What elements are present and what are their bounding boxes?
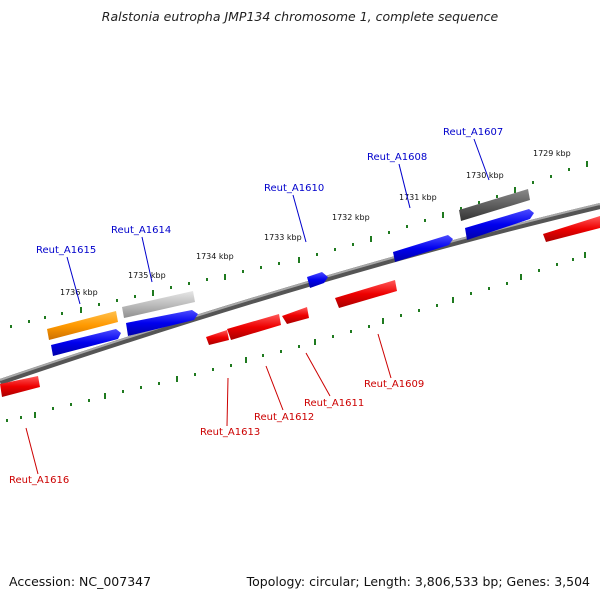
scale-labels: 1729 kbp 1730 kbp 1731 kbp 1732 kbp 1733… (60, 149, 571, 297)
forward-gene-track (51, 209, 534, 356)
inner-scale-ring (6, 252, 586, 422)
gene-label-forward[interactable]: Reut_A1615 (36, 245, 96, 256)
forward-gene-arrow[interactable] (393, 235, 453, 262)
feature-bar-orange[interactable] (47, 311, 118, 340)
scale-label: 1733 kbp (264, 233, 302, 242)
gene-label-forward[interactable]: Reut_A1614 (111, 225, 171, 236)
gene-label-forward[interactable]: Reut_A1607 (443, 127, 503, 138)
scale-label: 1732 kbp (332, 213, 370, 222)
forward-gene-arrow[interactable] (126, 310, 198, 336)
gene-label-reverse[interactable]: Reut_A1616 (9, 475, 69, 486)
reverse-gene-arrow[interactable] (206, 330, 229, 345)
gene-label-reverse[interactable]: Reut_A1611 (304, 398, 364, 409)
scale-label: 1734 kbp (196, 252, 234, 261)
topology-text: Topology: circular; Length: 3,806,533 bp… (246, 574, 590, 589)
reverse-label-leaders (25, 333, 392, 475)
page-title: Ralstonia eutropha JMP134 chromosome 1, … (101, 9, 499, 24)
reverse-gene-arrow[interactable] (0, 376, 40, 397)
feature-track (47, 189, 530, 340)
feature-bar-dark-gray[interactable] (459, 189, 530, 221)
forward-gene-arrow[interactable] (465, 209, 534, 240)
reverse-gene-track (0, 216, 600, 397)
forward-gene-arrow[interactable] (51, 329, 121, 356)
gene-label-forward[interactable]: Reut_A1610 (264, 183, 324, 194)
scale-label: 1729 kbp (533, 149, 571, 158)
reverse-gene-arrow[interactable] (282, 307, 309, 324)
forward-gene-arrow[interactable] (307, 272, 328, 288)
scale-label: 1736 kbp (60, 288, 98, 297)
outer-scale-ring (10, 161, 588, 328)
scale-label: 1735 kbp (128, 271, 166, 280)
feature-bar-light-gray[interactable] (122, 291, 195, 318)
scale-label: 1731 kbp (399, 193, 437, 202)
reverse-gene-labels: Reut_A1609 Reut_A1611 Reut_A1612 Reut_A1… (9, 379, 424, 486)
reverse-gene-arrow[interactable] (335, 280, 397, 308)
gene-label-reverse[interactable]: Reut_A1609 (364, 379, 424, 390)
reverse-gene-arrow[interactable] (543, 216, 600, 242)
scale-label: 1730 kbp (466, 171, 504, 180)
forward-label-leaders (66, 138, 490, 305)
reverse-gene-arrow[interactable] (227, 314, 281, 340)
gene-label-reverse[interactable]: Reut_A1612 (254, 412, 314, 423)
gene-label-reverse[interactable]: Reut_A1613 (200, 427, 260, 438)
accession-text: Accession: NC_007347 (9, 574, 152, 589)
forward-gene-labels: Reut_A1607 Reut_A1608 Reut_A1610 Reut_A1… (36, 127, 503, 256)
gene-label-forward[interactable]: Reut_A1608 (367, 152, 427, 163)
